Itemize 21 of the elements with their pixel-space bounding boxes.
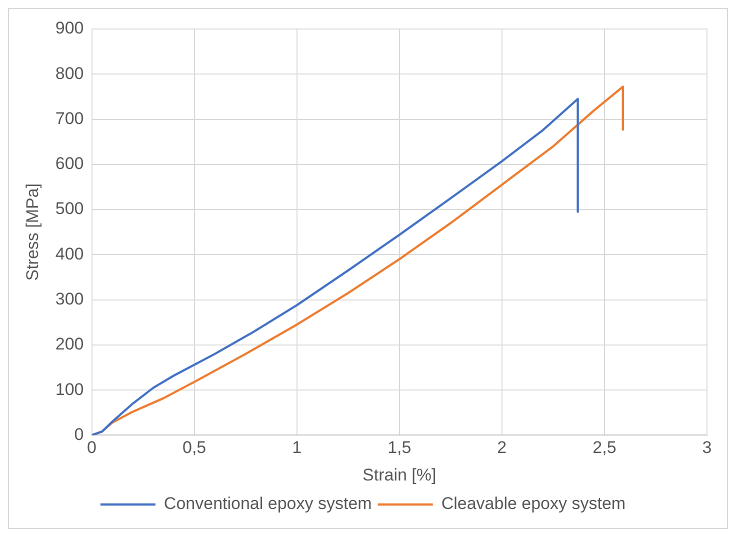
y-tick-label: 900 [55, 18, 84, 38]
x-tick-label: 1,5 [388, 438, 412, 458]
y-tick-label: 500 [55, 199, 84, 218]
x-tick-label: 0 [87, 438, 96, 458]
y-tick-label: 600 [55, 154, 84, 174]
x-tick-label: 3 [702, 438, 712, 458]
legend-label: Cleavable epoxy system [441, 494, 626, 514]
y-tick-label: 800 [55, 64, 84, 83]
y-tick-label: 400 [55, 244, 84, 264]
y-tick-label: 0 [74, 424, 84, 444]
y-tick-label: 100 [55, 380, 84, 399]
x-tick-label: 2 [497, 438, 507, 458]
x-tick-label: 1 [292, 438, 302, 458]
y-tick-label: 700 [55, 108, 84, 128]
x-tick-label: 2,5 [592, 438, 616, 458]
y-tick-label: 300 [55, 289, 84, 308]
x-tick-label: 0,5 [182, 438, 206, 458]
legend-label: Conventional epoxy system [164, 494, 372, 514]
y-tick-label: 200 [55, 334, 84, 354]
x-axis-title: Strain [%] [362, 465, 436, 484]
y-axis-title: Stress [MPa] [22, 183, 42, 281]
